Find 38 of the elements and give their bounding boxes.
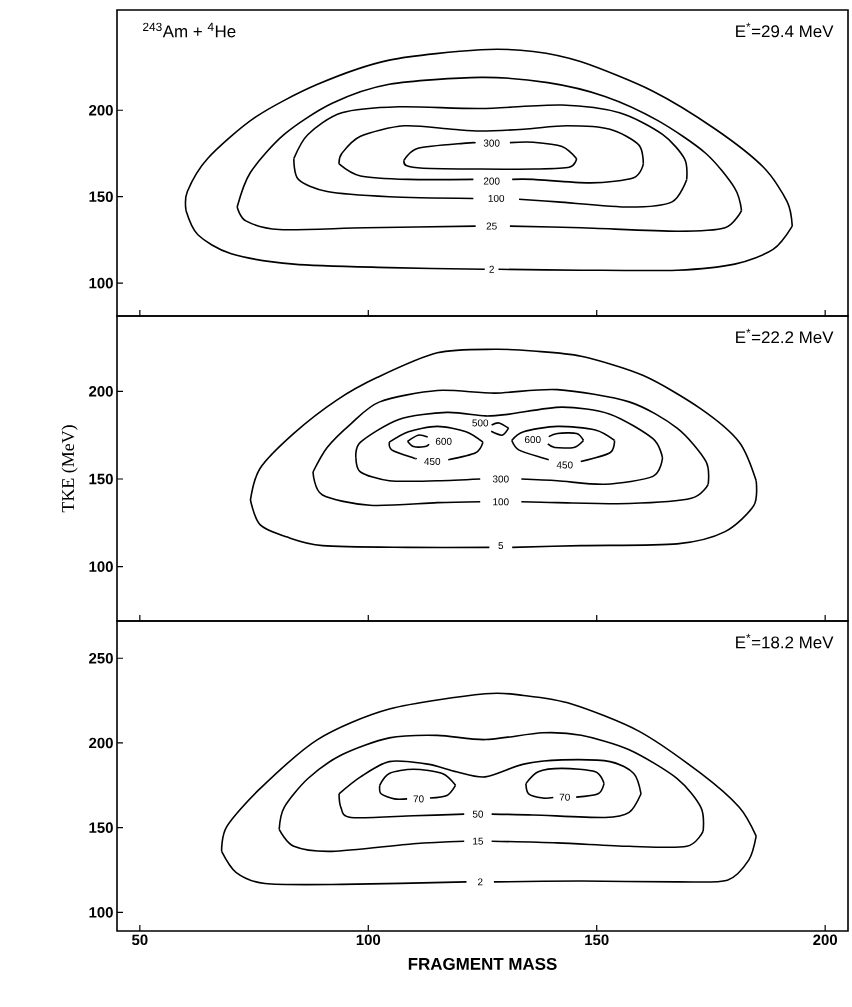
y-tick-label: 250	[89, 652, 113, 664]
y-tick-label: 200	[89, 104, 113, 116]
y-tick-label: 100	[89, 907, 113, 918]
annotation: 2	[477, 878, 483, 886]
annotation: 15	[473, 837, 484, 845]
annotation: 450	[424, 457, 441, 465]
x-tick-label: 100	[356, 934, 381, 946]
y-tick-label: 150	[89, 473, 113, 485]
annotation: E$^{*}$=22.2 MeV	[736, 328, 834, 344]
annotation: E$^{*}$=29.4 MeV	[736, 22, 834, 38]
annotation: 300	[483, 139, 500, 147]
annotation: 70	[559, 793, 570, 801]
y-tick-label: 200	[89, 386, 113, 397]
annotation: 100	[493, 498, 509, 506]
y-tick-label: 100	[89, 277, 113, 289]
annotation: 5	[498, 542, 504, 550]
annotation: 500	[472, 419, 489, 427]
annotation: 600	[435, 437, 452, 445]
annotation: 300	[492, 475, 509, 483]
y-tick-label: 200	[89, 737, 113, 749]
y-axis-title: TKE (MeV)	[61, 425, 78, 513]
x-tick-label: 150	[585, 934, 609, 946]
x-axis-title: FRAGMENT MASS	[408, 957, 557, 970]
y-tick-label: 150	[89, 822, 113, 833]
annotation: 100	[488, 194, 505, 202]
annotation: 50	[472, 810, 484, 818]
annotation: 450	[556, 461, 573, 469]
annotation: 2	[489, 265, 494, 273]
annotation: 600	[524, 436, 541, 444]
x-tick-label: 50	[131, 934, 148, 946]
annotation: $^{243}$Am + $^{4}$He	[143, 22, 236, 38]
y-tick-label: 150	[89, 191, 113, 202]
y-tick-label: 100	[89, 561, 113, 572]
annotation: E$^{*}$=18.2 MeV	[736, 633, 834, 649]
x-tick-label: 200	[813, 934, 837, 946]
annotation: 25	[486, 222, 497, 230]
annotation: 70	[413, 795, 424, 803]
annotation: 200	[483, 177, 500, 185]
